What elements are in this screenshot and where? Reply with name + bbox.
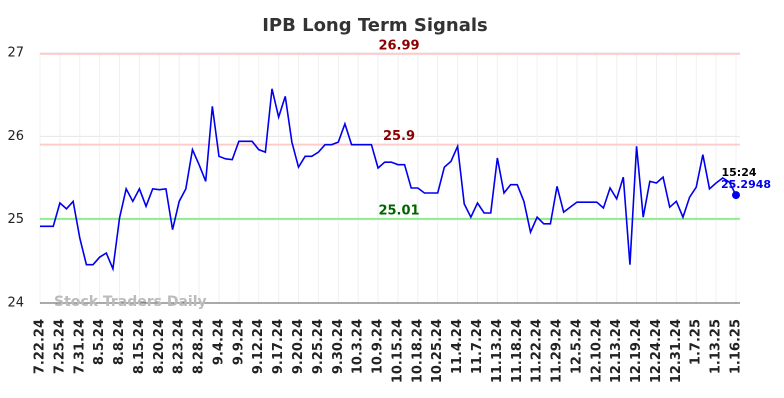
reference-label: 25.01 xyxy=(378,203,419,218)
x-tick-label: 1.7.25 xyxy=(689,319,704,365)
x-tick-label: 8.20.24 xyxy=(152,319,167,374)
price-line xyxy=(40,88,737,272)
x-tick-label: 1.16.25 xyxy=(729,319,744,374)
reference-label: 26.99 xyxy=(378,38,419,53)
y-tick-label: 24 xyxy=(7,296,24,311)
x-tick-label: 9.17.24 xyxy=(271,319,286,374)
x-tick-label: 9.30.24 xyxy=(331,319,346,374)
x-tick-label: 12.13.24 xyxy=(609,319,624,383)
x-tick-label: 11.18.24 xyxy=(510,319,525,383)
x-tick-label: 11.29.24 xyxy=(550,319,565,383)
x-tick-label: 8.5.24 xyxy=(92,319,107,365)
x-tick-label: 12.31.24 xyxy=(669,319,684,383)
x-tick-label: 12.24.24 xyxy=(649,319,664,383)
watermark: Stock Traders Daily xyxy=(54,294,207,310)
x-tick-label: 8.23.24 xyxy=(172,319,187,374)
y-tick-label: 25 xyxy=(7,212,24,227)
x-tick-label: 10.9.24 xyxy=(371,319,386,374)
x-tick-label: 11.4.24 xyxy=(450,319,465,374)
x-tick-label: 11.7.24 xyxy=(470,319,485,374)
x-tick-label: 10.25.24 xyxy=(430,319,445,383)
y-tick-label: 26 xyxy=(7,129,24,144)
x-tick-label: 9.25.24 xyxy=(311,319,326,374)
x-tick-label: 7.22.24 xyxy=(33,319,48,374)
last-point xyxy=(732,191,740,200)
x-tick-label: 10.15.24 xyxy=(390,319,405,383)
x-tick-label: 12.5.24 xyxy=(569,319,584,374)
reference-label: 25.9 xyxy=(383,129,415,144)
x-tick-label: 12.10.24 xyxy=(589,319,604,383)
x-tick-label: 7.25.24 xyxy=(52,319,67,374)
x-tick-label: 11.13.24 xyxy=(490,319,505,383)
last-value: 25.2948 xyxy=(721,178,771,191)
x-tick-label: 12.19.24 xyxy=(629,319,644,383)
chart-title: IPB Long Term Signals xyxy=(262,15,488,36)
x-tick-label: 9.12.24 xyxy=(251,319,266,374)
x-tick-label: 10.18.24 xyxy=(410,319,425,383)
x-tick-label: 8.8.24 xyxy=(112,319,127,365)
x-tick-label: 8.15.24 xyxy=(132,319,147,374)
y-tick-label: 27 xyxy=(7,46,24,61)
x-tick-label: 1.13.25 xyxy=(709,319,724,374)
x-tick-label: 7.31.24 xyxy=(72,319,87,374)
last-time: 15:24 xyxy=(721,166,756,179)
x-tick-label: 9.20.24 xyxy=(291,319,306,374)
x-tick-label: 10.3.24 xyxy=(351,319,366,374)
x-tick-label: 9.4.24 xyxy=(211,319,226,365)
x-tick-label: 8.28.24 xyxy=(192,319,207,374)
x-tick-label: 11.22.24 xyxy=(530,319,545,383)
x-tick-label: 9.9.24 xyxy=(231,319,246,365)
